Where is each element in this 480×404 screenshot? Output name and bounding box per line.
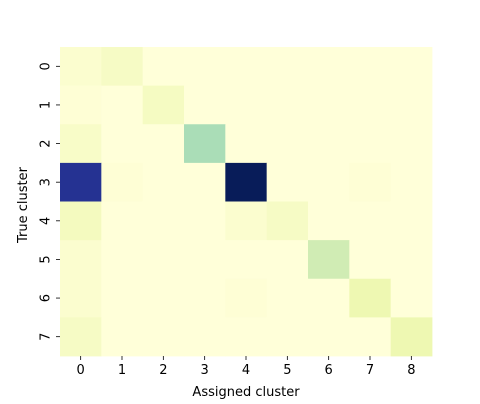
x-tick-label: 0: [77, 363, 85, 378]
y-tick-label: 5: [39, 255, 54, 263]
heatmap-cell: [184, 47, 226, 87]
heatmap-cell: [308, 85, 350, 125]
heatmap-cell: [390, 317, 433, 357]
heatmap-cell: [142, 124, 185, 164]
heatmap-cell: [60, 278, 102, 318]
heatmap-cell: [184, 124, 226, 164]
heatmap-cell: [266, 85, 309, 125]
heatmap-cell: [101, 317, 144, 357]
heatmap-cell: [225, 47, 268, 87]
x-tick-label: 8: [407, 363, 415, 378]
heatmap-cell: [184, 317, 226, 357]
heatmap-cell: [266, 162, 309, 202]
x-tick-label: 7: [366, 363, 374, 378]
heatmap-cell: [349, 47, 392, 87]
y-tick-label: 6: [39, 294, 54, 302]
heatmap-cell: [101, 278, 144, 318]
heatmap-cell: [349, 317, 392, 357]
heatmap-cell: [349, 162, 392, 202]
x-tick-label: 5: [283, 363, 291, 378]
heatmap-cell: [142, 85, 185, 125]
heatmap-cell: [266, 317, 309, 357]
y-tick-label: 4: [39, 217, 54, 225]
heatmap-cell: [266, 124, 309, 164]
x-tick-label: 4: [242, 363, 250, 378]
heatmap-cell: [184, 278, 226, 318]
heatmap-cell: [225, 124, 268, 164]
heatmap-cell: [101, 47, 144, 87]
heatmap-cell: [308, 317, 350, 357]
heatmap-cell: [266, 47, 309, 87]
heatmap-cell: [390, 124, 433, 164]
heatmap-cell: [349, 85, 392, 125]
heatmap-cell: [60, 317, 102, 357]
y-tick-label: 1: [39, 101, 54, 109]
heatmap-cell: [184, 85, 226, 125]
heatmap-cell: [60, 124, 102, 164]
heatmap-cell: [142, 240, 185, 280]
heatmap-cell: [101, 201, 144, 241]
x-axis-label: Assigned cluster: [192, 385, 300, 400]
heatmap-cell: [308, 240, 350, 280]
heatmap-cell: [101, 85, 144, 125]
y-tick-label: 0: [39, 62, 54, 70]
heatmap-cell: [308, 47, 350, 87]
y-axis: 0 1 2 3 4 5 6 7: [39, 62, 60, 341]
heatmap-cell: [266, 201, 309, 241]
heatmap-cell: [225, 162, 268, 202]
heatmap-cell: [142, 317, 185, 357]
heatmap-cells: [60, 47, 433, 357]
x-tick-label: 3: [201, 363, 209, 378]
heatmap-cell: [142, 278, 185, 318]
heatmap-cell: [225, 317, 268, 357]
heatmap-cell: [349, 240, 392, 280]
heatmap-cell: [60, 162, 102, 202]
heatmap-cell: [184, 201, 226, 241]
heatmap-cell: [101, 124, 144, 164]
heatmap-cell: [142, 201, 185, 241]
heatmap-cell: [101, 240, 144, 280]
heatmap-cell: [349, 201, 392, 241]
heatmap-cell: [390, 162, 433, 202]
x-tick-label: 6: [325, 363, 333, 378]
heatmap-cell: [60, 240, 102, 280]
heatmap-cell: [390, 201, 433, 241]
heatmap-cell: [225, 240, 268, 280]
heatmap-cell: [60, 201, 102, 241]
heatmap-cell: [349, 124, 392, 164]
heatmap-cell: [266, 240, 309, 280]
heatmap-cell: [225, 85, 268, 125]
heatmap-cell: [225, 278, 268, 318]
heatmap-cell: [308, 278, 350, 318]
heatmap-cell: [390, 240, 433, 280]
y-tick-label: 2: [39, 139, 54, 147]
heatmap-cell: [101, 162, 144, 202]
x-axis: 0 1 2 3 4 5 6 7 8: [77, 356, 415, 378]
heatmap-cell: [225, 201, 268, 241]
heatmap-cell: [184, 162, 226, 202]
heatmap-cell: [390, 278, 433, 318]
heatmap-cell: [308, 124, 350, 164]
heatmap-cell: [390, 85, 433, 125]
heatmap-cell: [266, 278, 309, 318]
x-tick-label: 1: [118, 363, 126, 378]
heatmap-cell: [308, 201, 350, 241]
heatmap-cell: [184, 240, 226, 280]
heatmap-cell: [60, 47, 102, 87]
heatmap-cell: [349, 278, 392, 318]
y-tick-label: 7: [39, 333, 54, 341]
y-axis-label: True cluster: [16, 166, 31, 244]
heatmap-cell: [308, 162, 350, 202]
heatmap-cell: [390, 47, 433, 87]
x-tick-label: 2: [159, 363, 167, 378]
heatmap-cell: [142, 162, 185, 202]
heatmap-cell: [60, 85, 102, 125]
y-tick-label: 3: [39, 178, 54, 186]
heatmap-cell: [142, 47, 185, 87]
